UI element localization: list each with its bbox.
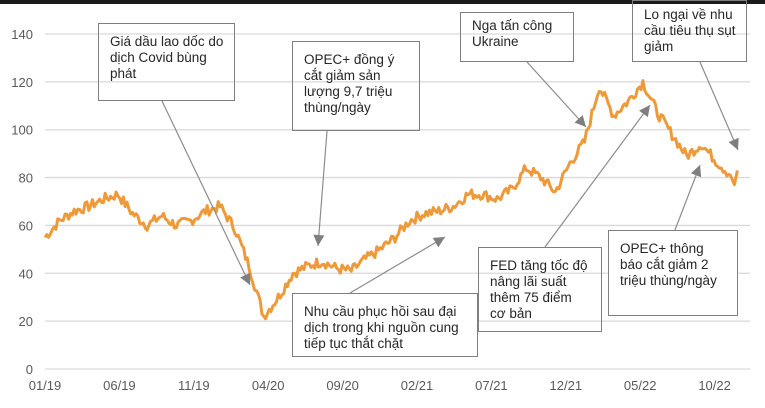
arrow-line xyxy=(544,104,651,248)
arrowhead-icon xyxy=(240,272,251,285)
x-tick-label: 04/20 xyxy=(252,378,285,393)
arrow-line xyxy=(526,61,587,128)
y-tick-label: 40 xyxy=(19,266,33,281)
x-tick-label: 01/19 xyxy=(29,378,62,393)
arrow-line xyxy=(349,236,446,294)
arrowhead-icon xyxy=(574,115,586,127)
x-tick-label: 12/21 xyxy=(550,378,583,393)
y-tick-label: 120 xyxy=(11,75,33,90)
y-tick-label: 100 xyxy=(11,123,33,138)
x-tick-label: 06/19 xyxy=(103,378,136,393)
arrowhead-icon xyxy=(639,105,650,118)
top-border xyxy=(0,0,765,4)
arrow-line xyxy=(674,164,701,231)
arrowhead-icon xyxy=(690,165,702,178)
arrowhead-icon xyxy=(728,137,739,150)
annotation-opec-cut: OPEC+ đồng ý cắt giảm sản lượng 9,7 triệ… xyxy=(292,41,420,131)
annotation-demand-fear: Lo ngại về nhu cầu tiêu thụ sụt giảm xyxy=(632,0,747,62)
y-tick-label: 140 xyxy=(11,27,33,42)
price-line xyxy=(43,79,739,321)
x-tick-label: 02/21 xyxy=(401,378,434,393)
x-tick-label: 10/22 xyxy=(698,378,731,393)
arrowhead-icon xyxy=(313,234,325,246)
arrow-line xyxy=(699,61,739,151)
y-tick-label: 0 xyxy=(26,362,33,377)
arrow-line xyxy=(317,130,328,247)
annotation-arrows xyxy=(161,61,739,294)
annotation-covid: Giá dầu lao dốc do dịch Covid bùng phát xyxy=(98,23,235,101)
arrowhead-icon xyxy=(432,237,445,248)
annotation-opec-oct: OPEC+ thông báo cắt giảm 2 triệu thùng/n… xyxy=(608,230,738,316)
x-tick-label: 11/19 xyxy=(178,378,210,393)
annotation-fed: FED tăng tốc độ nâng lãi suất thêm 75 đi… xyxy=(478,247,602,332)
x-tick-label: 07/21 xyxy=(475,378,508,393)
y-tick-label: 80 xyxy=(19,171,33,186)
x-tick-label: 05/22 xyxy=(624,378,657,393)
y-tick-label: 60 xyxy=(19,218,33,233)
arrow-line xyxy=(161,100,251,286)
annotation-ukraine: Nga tấn công Ukraine xyxy=(460,12,574,62)
annotation-recovery: Nhu cầu phục hồi sau đại dịch trong khi … xyxy=(292,293,478,357)
y-tick-label: 20 xyxy=(19,314,33,329)
y-axis-labels: 0 20 40 60 80 100 120 140 xyxy=(11,27,33,377)
x-axis-labels: 01/19 06/19 11/19 04/20 09/20 02/21 07/21 12/21… xyxy=(29,378,731,393)
x-tick-label: 09/20 xyxy=(326,378,359,393)
